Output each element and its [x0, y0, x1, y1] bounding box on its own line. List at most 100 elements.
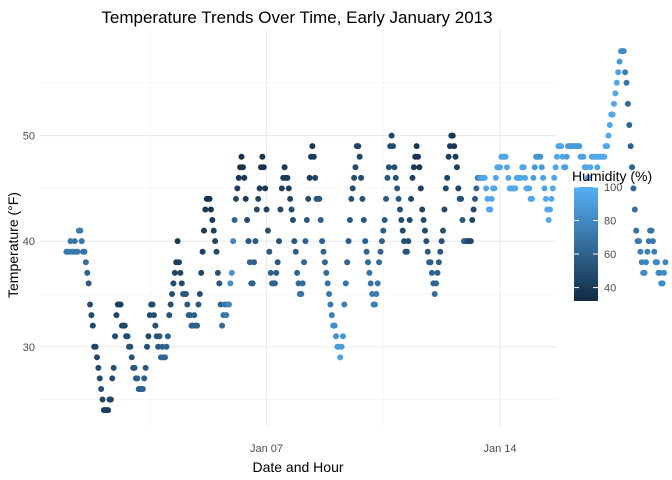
data-point [331, 322, 338, 329]
data-point [453, 164, 460, 171]
data-point [554, 153, 560, 160]
data-point [121, 322, 128, 329]
data-point [241, 174, 248, 181]
data-point [98, 385, 105, 392]
data-point [245, 238, 252, 245]
data-point [421, 227, 428, 234]
data-point [177, 269, 184, 276]
data-point [324, 280, 331, 287]
data-point [162, 354, 169, 361]
data-point [93, 354, 100, 361]
data-point [81, 248, 88, 255]
data-point [195, 301, 202, 308]
data-point [497, 164, 504, 171]
data-point [413, 143, 420, 150]
data-point [656, 269, 663, 276]
data-point [531, 164, 538, 171]
data-point [473, 185, 480, 192]
data-point [320, 248, 327, 255]
data-point [71, 238, 78, 245]
data-point [246, 259, 253, 266]
data-point [200, 227, 207, 234]
data-point [615, 69, 622, 76]
data-point [219, 322, 226, 329]
y-tick-label: 50 [23, 131, 35, 143]
data-point [317, 217, 324, 224]
data-point [274, 259, 281, 266]
legend-title: Humidity (%) [572, 168, 652, 184]
data-point [659, 280, 666, 287]
data-point [85, 280, 92, 287]
data-point [305, 195, 312, 202]
data-point [145, 333, 152, 340]
data-point [540, 174, 547, 181]
data-point [622, 69, 629, 76]
data-point [548, 195, 555, 202]
data-point [244, 217, 251, 224]
data-point [469, 217, 476, 224]
data-point [408, 195, 415, 202]
data-point [363, 248, 370, 255]
data-point [292, 248, 299, 255]
data-point [537, 153, 544, 160]
data-point [542, 195, 549, 202]
data-point [405, 238, 412, 245]
data-point [328, 312, 335, 319]
data-point [502, 153, 509, 160]
data-point [635, 238, 642, 245]
data-point [358, 174, 365, 181]
data-point [452, 153, 459, 160]
data-point [303, 217, 310, 224]
data-point [134, 375, 141, 382]
data-point [441, 206, 448, 213]
data-point [377, 248, 384, 255]
data-point [484, 195, 491, 202]
data-point [431, 290, 438, 297]
data-point [217, 301, 224, 308]
data-point [231, 217, 238, 224]
data-point [376, 259, 383, 266]
data-point [216, 280, 223, 287]
data-point [623, 79, 630, 86]
y-axis-title: Temperature (°F) [5, 192, 21, 298]
data-point [235, 174, 242, 181]
data-point [333, 333, 340, 340]
data-point [228, 269, 235, 276]
data-point [319, 238, 326, 245]
data-point [178, 280, 185, 287]
data-point [424, 248, 431, 255]
data-point [419, 206, 426, 213]
data-point [428, 269, 435, 276]
data-point [277, 206, 284, 213]
data-point [522, 174, 529, 181]
data-point [323, 269, 330, 276]
data-point [284, 174, 291, 181]
chart-title: Temperature Trends Over Time, Early Janu… [101, 8, 492, 27]
data-point [321, 259, 328, 266]
data-point [627, 143, 634, 150]
data-point [338, 343, 345, 350]
data-point [576, 143, 583, 150]
data-point [451, 143, 458, 150]
data-point [583, 164, 590, 171]
data-point [287, 195, 294, 202]
data-point [435, 259, 442, 266]
data-point [337, 354, 344, 361]
data-point [648, 227, 655, 234]
data-point [401, 238, 408, 245]
x-axis-title: Date and Hour [252, 459, 343, 475]
data-point [631, 206, 638, 213]
data-point [551, 174, 558, 181]
data-point [367, 280, 374, 287]
data-point [223, 312, 230, 319]
data-point [645, 238, 652, 245]
data-point [520, 164, 527, 171]
data-point [78, 238, 85, 245]
data-point [445, 153, 452, 160]
data-point [416, 164, 423, 171]
data-point [481, 174, 488, 181]
data-point [356, 153, 363, 160]
data-point [271, 280, 278, 287]
data-point [312, 174, 319, 181]
data-point [252, 238, 259, 245]
